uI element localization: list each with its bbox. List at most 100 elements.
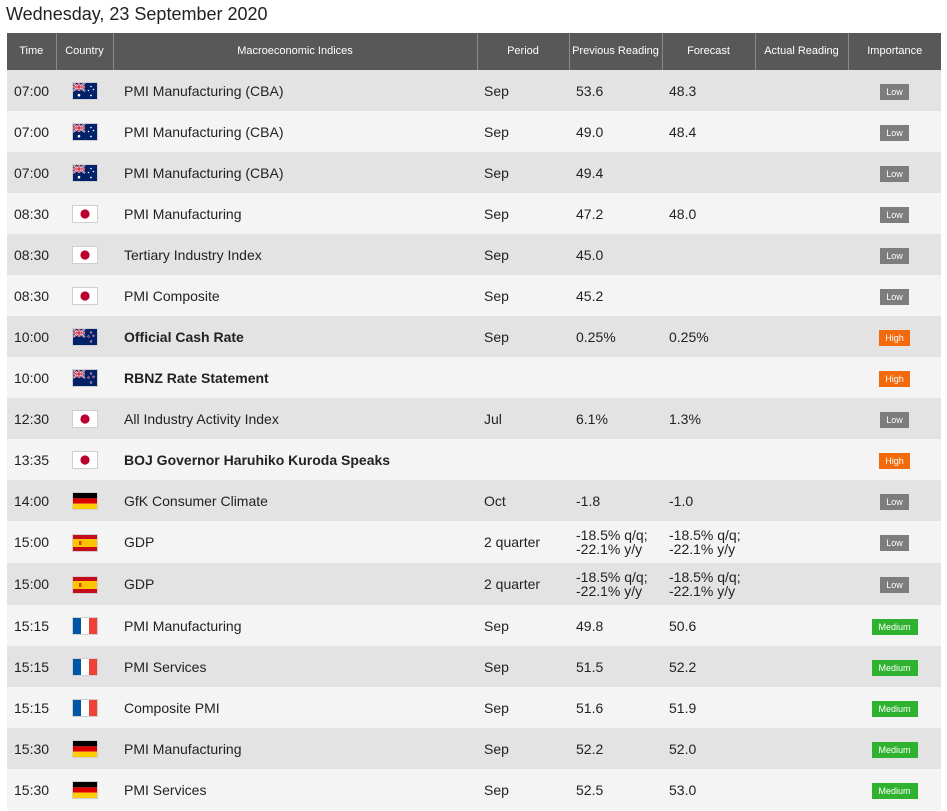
table-row[interactable]: 10:00 RBNZ Rate Statement High bbox=[7, 357, 941, 398]
event-name[interactable]: Tertiary Industry Index bbox=[113, 234, 477, 275]
event-period bbox=[477, 439, 569, 480]
previous-reading: 45.2 bbox=[569, 275, 662, 316]
country-cell bbox=[56, 563, 113, 605]
event-name[interactable]: BOJ Governor Haruhiko Kuroda Speaks bbox=[113, 439, 477, 480]
previous-reading: 45.0 bbox=[569, 234, 662, 275]
france-flag-icon bbox=[72, 659, 97, 676]
importance-badge: Low bbox=[880, 165, 909, 182]
event-period: Sep bbox=[477, 646, 569, 687]
actual-reading bbox=[755, 111, 848, 152]
importance-badge: Low bbox=[880, 206, 909, 223]
forecast-value: 53.0 bbox=[662, 769, 755, 810]
importance-badge: Medium bbox=[871, 659, 918, 676]
event-name[interactable]: PMI Manufacturing bbox=[113, 605, 477, 646]
col-header-indices[interactable]: Macroeconomic Indices bbox=[113, 33, 478, 70]
event-period: Sep bbox=[477, 275, 569, 316]
economic-calendar-table: Time Country Macroeconomic Indices Perio… bbox=[7, 33, 941, 810]
actual-reading bbox=[755, 275, 848, 316]
importance-badge: Medium bbox=[871, 782, 918, 799]
event-name[interactable]: PMI Manufacturing bbox=[113, 728, 477, 769]
previous-reading: 52.5 bbox=[569, 769, 662, 810]
event-period: Sep bbox=[477, 111, 569, 152]
col-header-country[interactable]: Country bbox=[56, 33, 114, 70]
table-header-row: Time Country Macroeconomic Indices Perio… bbox=[7, 33, 941, 70]
col-header-actual[interactable]: Actual Reading bbox=[755, 33, 849, 70]
country-cell bbox=[56, 111, 113, 152]
table-row[interactable]: 15:15 PMI Services Sep 51.5 52.2 Medium bbox=[7, 646, 941, 687]
event-period: Sep bbox=[477, 605, 569, 646]
forecast-value bbox=[662, 152, 755, 193]
col-header-forecast[interactable]: Forecast bbox=[662, 33, 756, 70]
table-row[interactable]: 13:35 BOJ Governor Haruhiko Kuroda Speaks… bbox=[7, 439, 941, 480]
table-row[interactable]: 08:30 PMI Composite Sep 45.2 Low bbox=[7, 275, 941, 316]
table-row[interactable]: 15:15 Composite PMI Sep 51.6 51.9 Medium bbox=[7, 687, 941, 728]
importance-badge: Low bbox=[880, 124, 909, 141]
event-name[interactable]: PMI Services bbox=[113, 646, 477, 687]
event-name[interactable]: PMI Manufacturing (CBA) bbox=[113, 70, 477, 111]
forecast-value: 48.0 bbox=[662, 193, 755, 234]
event-period: Oct bbox=[477, 480, 569, 521]
importance-cell: Medium bbox=[848, 728, 941, 769]
spain-flag-icon bbox=[72, 576, 97, 593]
importance-badge: Low bbox=[880, 493, 909, 510]
table-row[interactable]: 12:30 All Industry Activity Index Jul 6.1% 1… bbox=[7, 398, 941, 439]
importance-cell: Low bbox=[848, 193, 941, 234]
previous-reading: 49.4 bbox=[569, 152, 662, 193]
table-row[interactable]: 15:30 PMI Manufacturing Sep 52.2 52.0 Medium bbox=[7, 728, 941, 769]
table-row[interactable]: 07:00 PMI Manufacturing (CBA) Sep 49.0 48.4 L… bbox=[7, 111, 941, 152]
actual-reading bbox=[755, 234, 848, 275]
event-period: Sep bbox=[477, 769, 569, 810]
previous-reading: 51.5 bbox=[569, 646, 662, 687]
actual-reading bbox=[755, 769, 848, 810]
forecast-value: 52.0 bbox=[662, 728, 755, 769]
table-row[interactable]: 07:00 PMI Manufacturing (CBA) Sep 53.6 48.3 L… bbox=[7, 70, 941, 111]
event-name[interactable]: RBNZ Rate Statement bbox=[113, 357, 477, 398]
country-cell bbox=[56, 439, 113, 480]
country-cell bbox=[56, 357, 113, 398]
importance-cell: Low bbox=[848, 563, 941, 605]
event-name[interactable]: GfK Consumer Climate bbox=[113, 480, 477, 521]
table-row[interactable]: 10:00 Official Cash Rate Sep 0.25% 0.25% High bbox=[7, 316, 941, 357]
importance-cell: Low bbox=[848, 111, 941, 152]
col-header-previous[interactable]: Previous Reading bbox=[569, 33, 663, 70]
table-row[interactable]: 15:00 GDP 2 quarter -18.5% q/q; -22.1% y/y -1… bbox=[7, 563, 941, 605]
event-name[interactable]: PMI Manufacturing (CBA) bbox=[113, 152, 477, 193]
event-name[interactable]: Official Cash Rate bbox=[113, 316, 477, 357]
actual-reading bbox=[755, 480, 848, 521]
germany-flag-icon bbox=[72, 741, 97, 758]
actual-reading bbox=[755, 439, 848, 480]
spain-flag-icon bbox=[72, 534, 97, 551]
actual-reading bbox=[755, 687, 848, 728]
forecast-value bbox=[662, 439, 755, 480]
event-name[interactable]: PMI Manufacturing (CBA) bbox=[113, 111, 477, 152]
actual-reading bbox=[755, 70, 848, 111]
importance-badge: Medium bbox=[871, 618, 918, 635]
event-period: 2 quarter bbox=[477, 563, 569, 605]
new-zealand-flag-icon bbox=[72, 329, 97, 346]
event-name[interactable]: PMI Composite bbox=[113, 275, 477, 316]
importance-badge: High bbox=[879, 452, 910, 469]
col-header-period[interactable]: Period bbox=[477, 33, 570, 70]
event-name[interactable]: PMI Manufacturing bbox=[113, 193, 477, 234]
importance-badge: High bbox=[879, 370, 910, 387]
event-name[interactable]: All Industry Activity Index bbox=[113, 398, 477, 439]
importance-cell: Medium bbox=[848, 769, 941, 810]
col-header-time[interactable]: Time bbox=[7, 33, 57, 70]
table-row[interactable]: 15:15 PMI Manufacturing Sep 49.8 50.6 Medium bbox=[7, 605, 941, 646]
event-name[interactable]: GDP bbox=[113, 521, 477, 563]
actual-reading bbox=[755, 316, 848, 357]
table-row[interactable]: 15:00 GDP 2 quarter -18.5% q/q; -22.1% y/y -1… bbox=[7, 521, 941, 563]
table-row[interactable]: 15:30 PMI Services Sep 52.5 53.0 Medium bbox=[7, 769, 941, 810]
table-row[interactable]: 14:00 GfK Consumer Climate Oct -1.8 -1.0 Low bbox=[7, 480, 941, 521]
table-row[interactable]: 08:30 Tertiary Industry Index Sep 45.0 Low bbox=[7, 234, 941, 275]
country-cell bbox=[56, 316, 113, 357]
event-name[interactable]: Composite PMI bbox=[113, 687, 477, 728]
table-row[interactable]: 08:30 PMI Manufacturing Sep 47.2 48.0 Low bbox=[7, 193, 941, 234]
event-name[interactable]: PMI Services bbox=[113, 769, 477, 810]
event-period: Sep bbox=[477, 316, 569, 357]
event-name[interactable]: GDP bbox=[113, 563, 477, 605]
australia-flag-icon bbox=[72, 124, 97, 141]
event-period bbox=[477, 357, 569, 398]
col-header-importance[interactable]: Importance bbox=[848, 33, 941, 70]
table-row[interactable]: 07:00 PMI Manufacturing (CBA) Sep 49.4 Low bbox=[7, 152, 941, 193]
